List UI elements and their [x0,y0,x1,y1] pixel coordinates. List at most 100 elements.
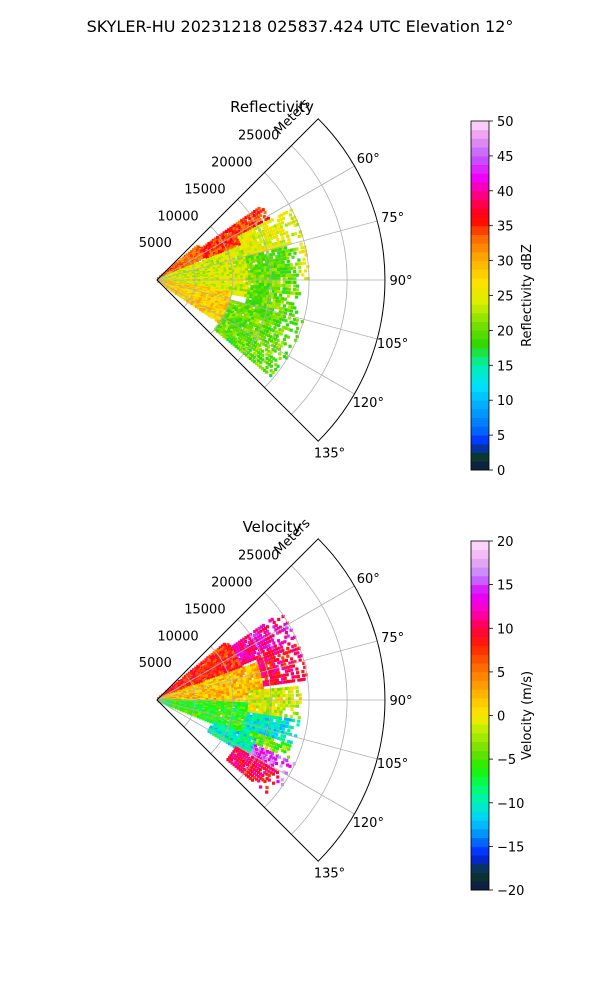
field-cell [244,265,248,270]
field-cell [256,319,260,323]
field-cell [259,728,264,732]
colorbar-band [471,715,489,725]
field-cell [287,266,291,270]
field-cell [238,325,242,329]
field-cell [281,297,285,301]
field-cell [232,763,236,767]
field-cell [241,711,245,715]
field-cell [277,639,281,643]
field-cell [285,700,289,704]
field-cell [236,684,240,689]
field-cell [227,717,231,721]
field-cell [253,721,257,725]
field-cell [256,335,261,339]
field-cell [228,688,232,692]
field-cell [263,368,267,372]
field-cell [297,655,301,659]
field-cell [243,241,247,245]
field-cell [231,650,235,654]
colorbar-tick-label: −10 [497,797,524,812]
field-cell [255,710,259,714]
field-cell [276,290,280,294]
field-cell [291,675,295,679]
field-cell [268,737,272,741]
field-cell [246,771,250,775]
field-cell [250,722,254,727]
field-cell [162,701,166,705]
field-cell [287,291,291,295]
field-cell [277,274,281,278]
field-cell [233,753,237,757]
field-cell [241,318,245,322]
field-cell [220,668,224,672]
field-cell [278,730,282,734]
colorbar-band [471,881,489,891]
field-cell [221,670,225,674]
field-cell [228,322,232,326]
field-cell [265,644,269,649]
field-cell [259,296,263,300]
field-cell [274,358,278,362]
field-cell [269,351,273,355]
field-cell [266,765,270,769]
field-cell [266,709,270,713]
field-cell [256,350,261,354]
field-cell [260,660,264,664]
field-cell [273,349,277,353]
field-cell [199,716,203,720]
field-cell [237,668,241,672]
field-cell [243,655,247,659]
field-cell [282,687,286,691]
field-cell [290,291,294,295]
field-cell [242,227,246,231]
field-cell [255,312,259,317]
field-cell [247,750,251,754]
azimuth-tick-label: 120° [353,816,384,831]
field-cell [240,766,244,770]
field-cell [249,219,253,223]
field-cell [267,650,271,654]
field-cell [259,356,263,360]
field-cell [286,335,290,339]
field-cell [242,699,246,704]
field-cell [240,699,244,704]
field-cell [258,333,262,337]
field-cell [248,776,252,780]
field-cell [285,724,289,728]
field-cell [252,243,256,247]
field-cell [261,327,265,331]
field-cell [295,693,300,697]
field-cell [269,256,274,260]
field-cell [216,735,220,739]
field-cell [250,244,254,248]
field-cell [244,331,248,335]
field-cell [254,349,258,353]
field-cell [218,245,222,249]
field-cell [265,736,269,740]
field-cell [241,733,245,737]
field-cell [220,291,224,295]
field-cell [268,233,273,237]
field-cell [233,737,237,741]
field-cell [288,305,292,309]
field-cell [237,327,241,331]
field-cell [238,680,242,684]
field-cell [216,329,220,333]
field-cell [223,687,227,691]
field-cell [202,255,207,259]
field-cell [297,258,301,262]
field-cell [257,264,261,268]
field-cell [254,233,258,237]
field-cell [259,772,263,776]
field-cell [224,697,228,701]
field-cell [254,353,259,357]
field-cell [290,266,294,270]
field-cell [225,325,229,329]
field-cell [271,232,275,236]
colorbar-band [471,872,489,882]
field-cell [230,683,234,687]
radial-tick-label: 10000 [157,629,198,644]
field-cell [270,218,274,222]
field-cell [277,219,281,223]
field-cell [279,703,284,707]
